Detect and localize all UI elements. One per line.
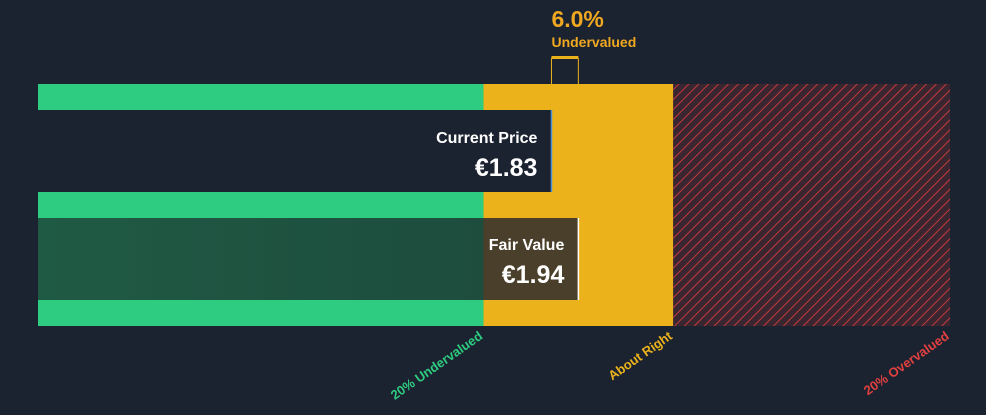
current-price-title: Current Price <box>436 130 537 147</box>
fair-value-value: €1.94 <box>502 261 565 289</box>
zone-label: 20% Undervalued <box>388 328 485 402</box>
fair-value-overlay <box>483 218 579 300</box>
current-price-bar <box>38 110 552 192</box>
discount-label: Undervalued <box>551 34 636 50</box>
current-price-value: €1.83 <box>475 154 538 182</box>
zone-label: About Right <box>605 328 675 383</box>
fair-value-title: Fair Value <box>489 237 565 254</box>
zone-label: 20% Overvalued <box>861 328 952 398</box>
zone <box>673 84 950 326</box>
discount-bracket <box>551 56 579 59</box>
discount-value: 6.0% <box>551 6 603 32</box>
